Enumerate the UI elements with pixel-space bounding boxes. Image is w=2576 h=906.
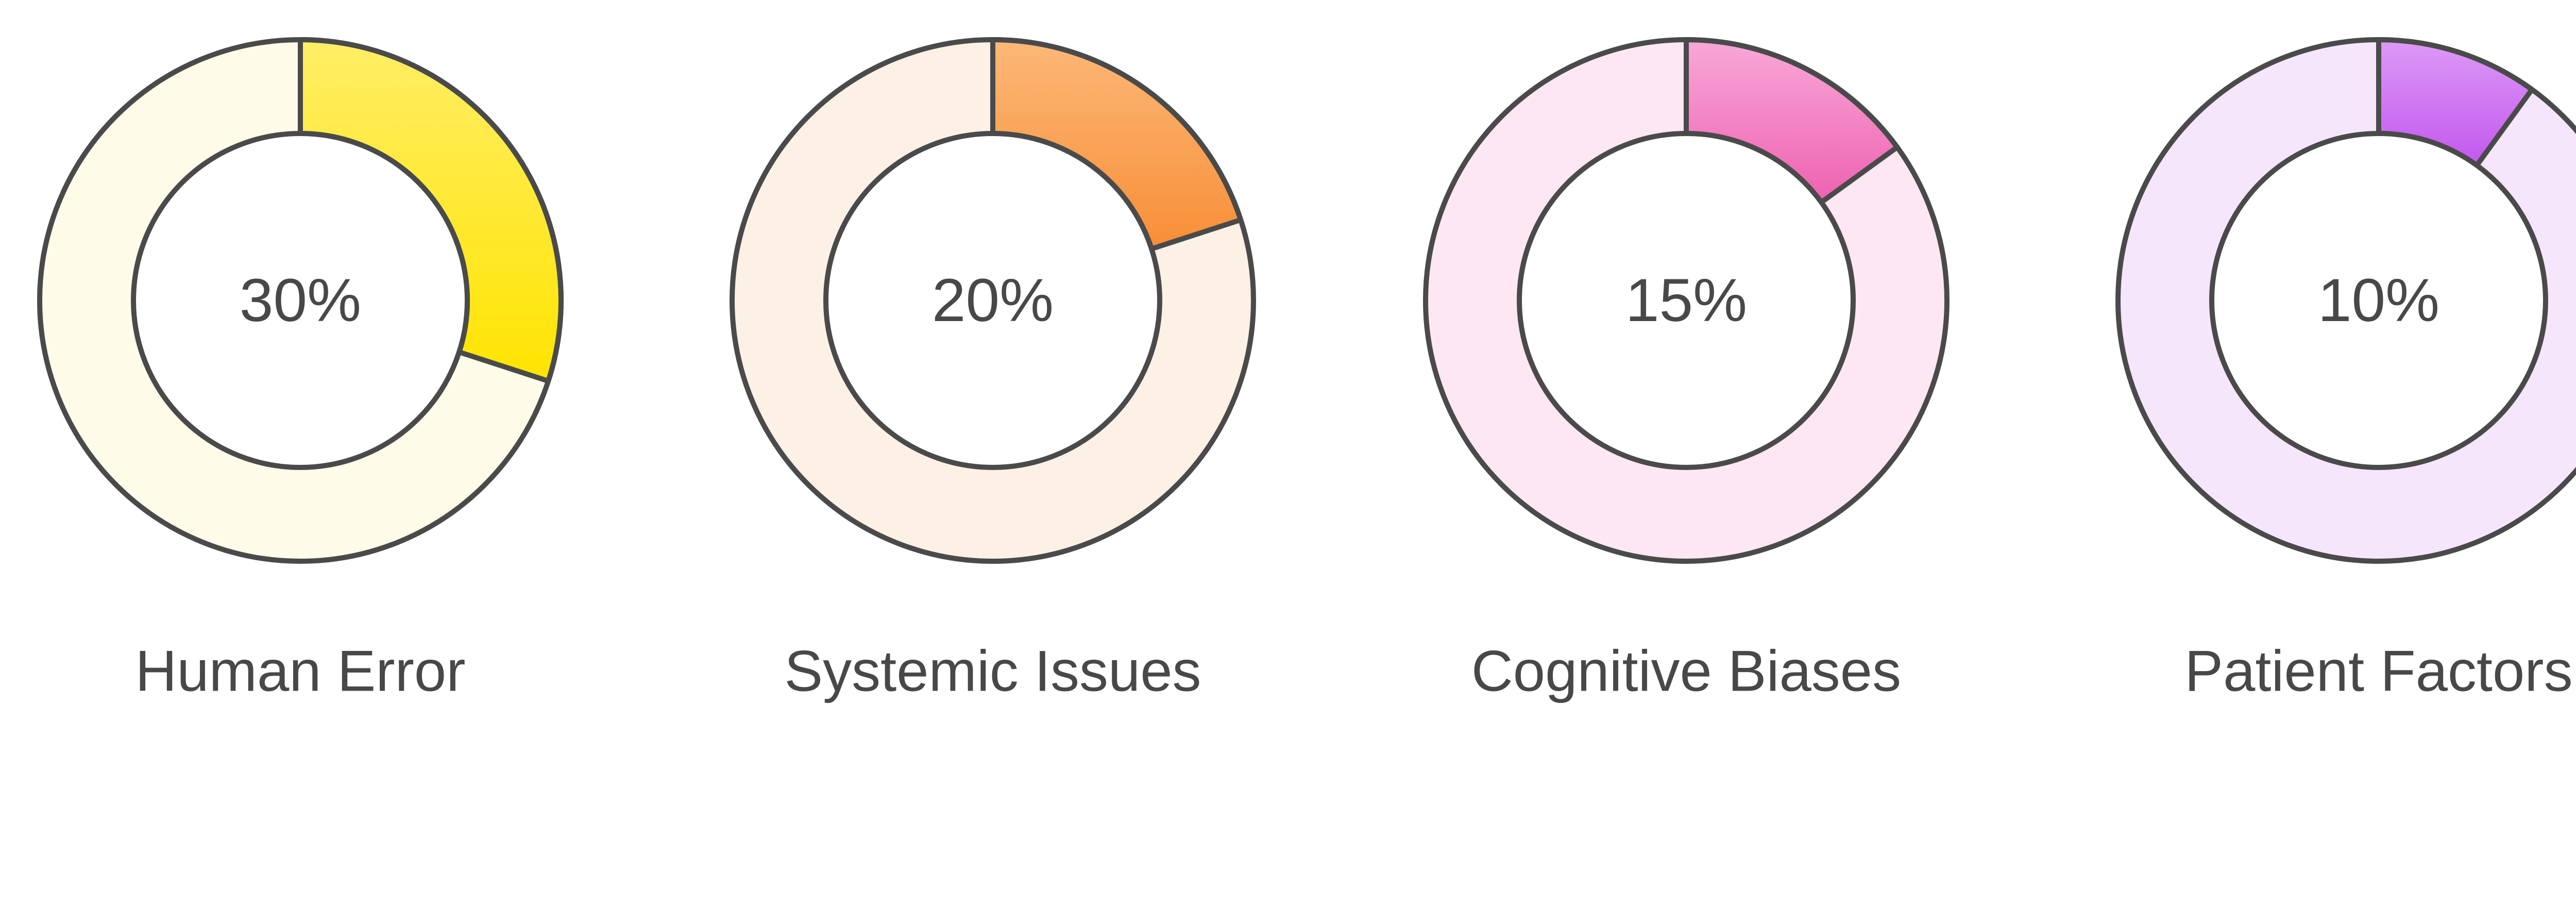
donut-inner-outline [2209,131,2548,470]
donut-inner-outline [1517,131,1856,470]
donut-chart: 20% Systemic Issues [730,37,1256,703]
donut-category-label: Human Error [135,639,465,703]
donut-value-label: 30% [240,266,361,334]
donut-category-label: Patient Factors [2184,639,2572,703]
donut-outer-outline [1423,37,1950,564]
donut-chart: 30% Human Error [37,37,564,703]
donut-outer-outline [37,37,564,564]
donut-value-label: 20% [932,266,1054,334]
donut-category-label: Systemic Issues [784,639,1201,703]
donut-chart: 15% Cognitive Biases [1423,37,1950,703]
donut-inner-outline [823,131,1162,470]
donut-value-label: 10% [2318,266,2439,334]
donut-category-label: Cognitive Biases [1471,639,1901,703]
donut-outer-outline [730,37,1256,564]
donut-chart: 10% Patient Factors [2115,37,2576,703]
donut-inner-outline [131,131,470,470]
donut-value-label: 15% [1625,266,1747,334]
donut-outer-outline [2115,37,2576,564]
